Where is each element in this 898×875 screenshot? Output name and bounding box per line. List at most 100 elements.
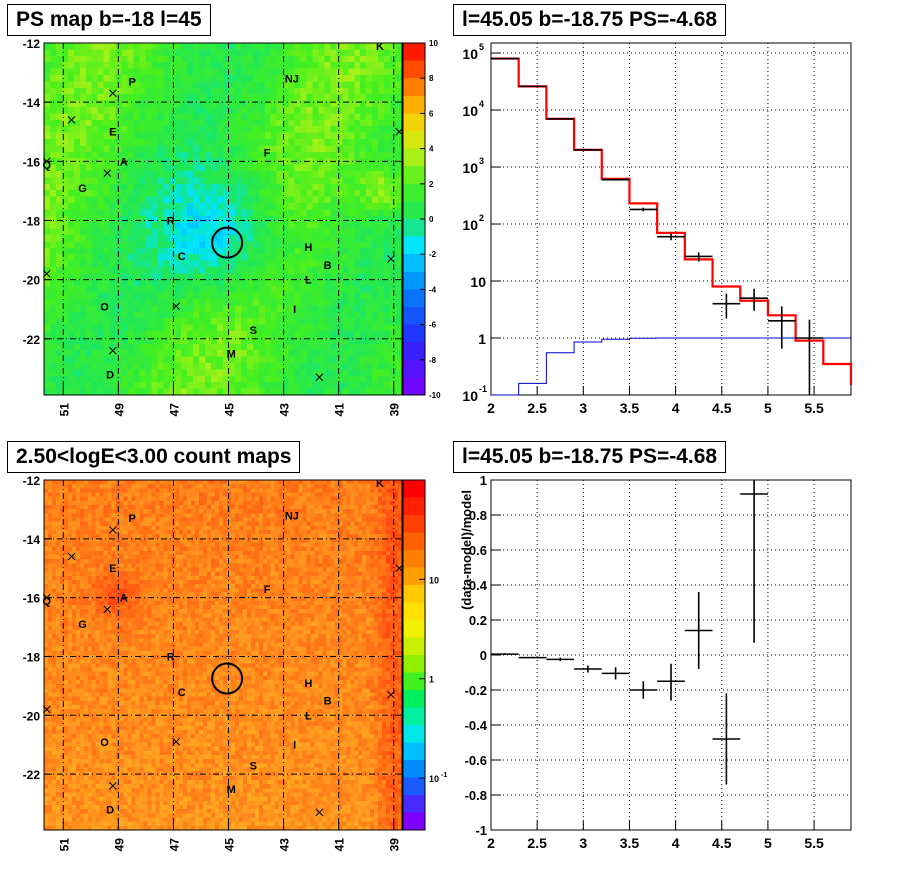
map-cell <box>300 171 308 178</box>
map-cell <box>258 279 266 287</box>
map-cell <box>75 821 81 827</box>
map-cell <box>306 183 314 191</box>
map-cell <box>163 331 170 338</box>
map-cell <box>258 145 266 153</box>
map-cell <box>63 796 69 802</box>
map-cell <box>103 279 111 287</box>
map-cell <box>342 171 349 178</box>
map-cell <box>44 717 49 723</box>
map-cell <box>61 222 69 230</box>
map-cell <box>48 634 53 639</box>
map-cell <box>330 247 337 255</box>
map-cell <box>44 81 51 89</box>
map-cell <box>330 292 337 300</box>
map-cell <box>71 796 77 802</box>
map-cell <box>79 600 85 606</box>
map-cell <box>55 571 61 577</box>
map-cell <box>44 235 51 242</box>
map-cell <box>73 267 81 274</box>
map-cell <box>175 203 182 210</box>
map-cell <box>83 563 89 569</box>
map-cell <box>75 596 81 602</box>
map-cell <box>240 260 248 268</box>
map-cell <box>67 621 73 627</box>
map-cell <box>97 139 105 146</box>
map-cell <box>111 484 117 489</box>
map-cell <box>360 311 367 319</box>
map-cell <box>79 235 87 242</box>
map-cell <box>97 382 105 390</box>
map-cell <box>354 132 361 140</box>
map-cell <box>264 318 272 326</box>
map-cell <box>79 796 85 802</box>
map-cell <box>111 492 117 498</box>
map-cell <box>107 680 113 685</box>
map-cell <box>111 705 117 710</box>
map-cell <box>103 363 111 370</box>
map-cell <box>187 177 194 185</box>
map-cell <box>44 675 49 681</box>
map-cell <box>71 538 77 544</box>
map-cell <box>193 183 200 191</box>
map-cell <box>103 542 109 548</box>
map-cell <box>282 100 290 108</box>
map-cell <box>99 588 105 594</box>
map-cell <box>157 100 164 108</box>
map-cell <box>199 343 206 351</box>
map-cell <box>115 145 123 153</box>
map-cell <box>169 247 176 255</box>
map-cell <box>48 617 53 623</box>
map-cell <box>87 538 93 544</box>
map-cell <box>87 813 93 819</box>
map-cell <box>103 550 109 556</box>
map-cell <box>294 356 302 364</box>
map-cell <box>288 228 296 236</box>
map-cell <box>181 375 188 383</box>
map-cell <box>318 286 326 294</box>
map-cell <box>199 363 206 370</box>
map-cell <box>294 324 302 332</box>
map-cell <box>264 343 272 351</box>
map-cell <box>99 825 105 831</box>
map-cell <box>107 534 113 539</box>
map-cell <box>85 235 93 242</box>
map-cell <box>91 567 97 573</box>
map-cell <box>44 87 51 95</box>
map-cell <box>55 705 61 710</box>
map-cell <box>318 388 326 396</box>
map-cell <box>87 588 93 594</box>
map-cell <box>71 725 77 731</box>
map-cell <box>264 286 272 294</box>
map-cell <box>312 350 320 358</box>
map-cell <box>71 521 77 527</box>
map-cell <box>151 203 158 210</box>
map-cell <box>145 286 152 294</box>
map-cell <box>384 292 391 300</box>
map-cell <box>199 337 206 345</box>
map-cell <box>366 228 373 236</box>
map-cell <box>63 625 69 631</box>
map-cell <box>145 215 152 223</box>
map-cell <box>330 151 337 159</box>
map-cell <box>87 492 93 498</box>
map-cell <box>354 164 361 172</box>
x-tick-label: 45 <box>223 403 237 417</box>
map-cell <box>300 94 308 102</box>
map-cell <box>193 94 200 102</box>
map-cell <box>270 228 278 236</box>
map-cell <box>181 81 188 89</box>
map-cell <box>342 209 349 217</box>
map-cell <box>61 273 69 281</box>
map-cell <box>139 75 147 82</box>
map-cell <box>348 196 355 204</box>
map-cell <box>75 805 81 810</box>
map-cell <box>67 299 75 306</box>
map-cell <box>52 638 57 644</box>
map-cell <box>258 94 266 102</box>
map-cell <box>73 363 81 370</box>
map-cell <box>115 94 123 102</box>
map-cell <box>384 139 391 146</box>
map-cell <box>44 725 49 731</box>
map-cell <box>111 759 117 764</box>
map-cell <box>258 158 266 166</box>
